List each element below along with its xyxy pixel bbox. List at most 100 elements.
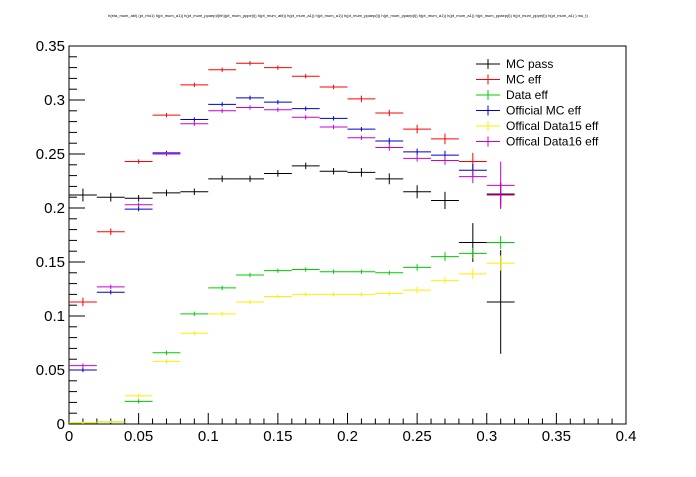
- legend-label: MC eff: [506, 73, 542, 87]
- x-tick-label: 0.25: [403, 428, 432, 445]
- data-marks: [69, 61, 515, 424]
- data-point: [180, 331, 209, 336]
- data-point: [152, 151, 181, 157]
- data-point: [208, 102, 237, 107]
- data-point: [236, 105, 264, 110]
- data-point: [486, 255, 515, 271]
- data-point: [236, 61, 264, 66]
- data-point: [291, 267, 320, 272]
- legend-item: MC eff: [476, 73, 542, 87]
- x-tick-label: 0: [65, 428, 73, 445]
- x-tick-label: 0.1: [198, 428, 219, 445]
- data-point: [208, 175, 237, 183]
- data-point: [208, 311, 237, 316]
- data-point: [375, 137, 404, 145]
- data-point: [208, 67, 237, 72]
- data-point: [69, 421, 97, 424]
- data-point: [96, 284, 125, 289]
- data-point: [69, 363, 97, 368]
- data-point: [263, 294, 292, 299]
- data-point: [375, 291, 404, 296]
- data-point: [403, 286, 432, 294]
- legend-label: Offical Data15 eff: [506, 119, 599, 133]
- data-point: [291, 162, 320, 170]
- data-point: [347, 168, 376, 177]
- data-point: [347, 269, 376, 274]
- data-point: [152, 189, 181, 197]
- data-point: [319, 124, 348, 130]
- data-point: [236, 95, 264, 100]
- data-point: [96, 290, 125, 295]
- x-tick-label: 0.4: [616, 428, 637, 445]
- data-point: [347, 135, 376, 140]
- series-5: [69, 105, 515, 368]
- y-tick-label: 0.1: [44, 308, 65, 325]
- series-1: [69, 61, 515, 307]
- legend-item: MC pass: [476, 57, 553, 71]
- data-point: [347, 127, 376, 132]
- data-point: [236, 299, 264, 305]
- data-point: [96, 192, 125, 202]
- data-point: [403, 185, 432, 199]
- data-point: [347, 95, 376, 103]
- data-point: [375, 173, 404, 185]
- data-point: [486, 161, 515, 210]
- data-point: [124, 393, 153, 399]
- x-tick-label: 0.35: [542, 428, 571, 445]
- data-point: [403, 148, 432, 156]
- data-point: [347, 292, 376, 297]
- legend-label: Official MC eff: [506, 104, 582, 118]
- legend-label: Data eff: [506, 88, 548, 102]
- y-tick-label: 0.3: [44, 92, 65, 109]
- data-point: [180, 117, 209, 122]
- legend-item: Offical Data16 eff: [476, 135, 599, 149]
- series-4: [69, 255, 515, 424]
- axes: 0 0.05 0.1 0.15 0.2 0.25 0.3 0.35 0.4 0 0.05 0.1 0.1…: [36, 38, 637, 445]
- data-point: [403, 264, 432, 271]
- data-point: [124, 195, 153, 202]
- data-point: [263, 170, 292, 177]
- data-point: [319, 269, 348, 274]
- legend-item: Data eff: [476, 88, 548, 102]
- data-point: [124, 202, 153, 207]
- data-point: [236, 272, 264, 278]
- data-point: [431, 252, 459, 261]
- data-point: [263, 268, 292, 273]
- data-point: [236, 175, 264, 183]
- y-tick-label: 0.25: [36, 146, 65, 163]
- data-point: [69, 367, 97, 373]
- data-point: [486, 236, 515, 250]
- data-point: [180, 188, 209, 196]
- data-point: [403, 155, 432, 162]
- legend-label: Offical Data16 eff: [506, 135, 599, 149]
- y-tick-label: 0.15: [36, 254, 65, 271]
- data-point: [263, 107, 292, 112]
- data-point: [319, 84, 348, 90]
- data-point: [96, 420, 125, 423]
- data-point: [291, 292, 320, 297]
- data-point: [458, 170, 487, 184]
- data-point: [291, 74, 320, 79]
- y-tick-label: 0.05: [36, 362, 65, 379]
- data-point: [124, 159, 153, 164]
- data-point: [375, 109, 404, 117]
- data-point: [152, 350, 181, 355]
- data-point: [152, 112, 181, 118]
- data-point: [208, 285, 237, 291]
- x-tick-label: 0.15: [263, 428, 292, 445]
- data-point: [180, 311, 209, 316]
- series-3: [69, 95, 515, 373]
- data-point: [375, 144, 404, 151]
- data-point: [375, 270, 404, 275]
- data-point: [96, 228, 125, 235]
- legend-item: Official MC eff: [476, 104, 582, 118]
- data-point: [319, 168, 348, 175]
- data-point: [152, 359, 181, 364]
- data-point: [403, 124, 432, 134]
- data-point: [180, 121, 209, 126]
- y-tick-label: 0.2: [44, 200, 65, 217]
- chart-title: h(eta_mum_abl) (pt_rho1) h(pt_mum_a1)) h…: [108, 13, 588, 18]
- data-point: [458, 268, 487, 280]
- data-point: [458, 247, 487, 259]
